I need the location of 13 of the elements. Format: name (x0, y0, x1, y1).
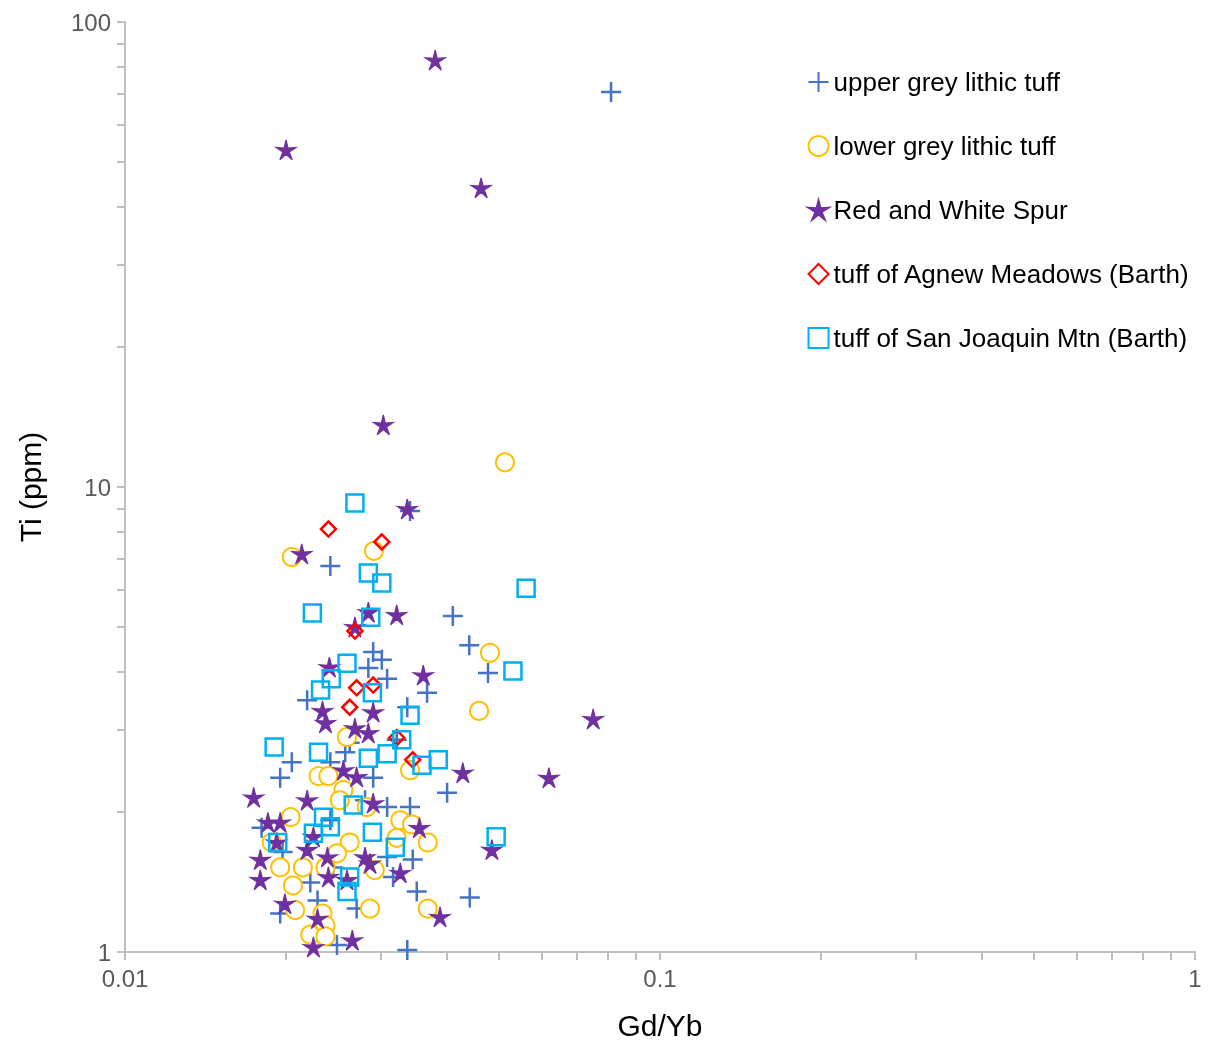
legend-label: tuff of San Joaquin Mtn (Barth) (833, 323, 1188, 353)
y-tick-label: 100 (70, 8, 111, 36)
x-tick-label: 1 (1188, 964, 1202, 992)
y-tick-label: 1 (97, 938, 111, 966)
y-axis-title: Ti (ppm) (13, 431, 47, 543)
x-tick-label: 0.1 (643, 964, 677, 992)
x-tick-label: 0.01 (101, 964, 149, 992)
legend-label: tuff of Agnew Meadows (Barth) (833, 259, 1189, 289)
x-axis-title: Gd/Yb (617, 1008, 703, 1042)
legend-label: Red and White Spur (833, 195, 1068, 225)
y-tick-label: 10 (84, 473, 111, 501)
legend-label: lower grey lithic tuff (833, 131, 1057, 161)
legend-label: upper grey lithic tuff (833, 67, 1061, 97)
